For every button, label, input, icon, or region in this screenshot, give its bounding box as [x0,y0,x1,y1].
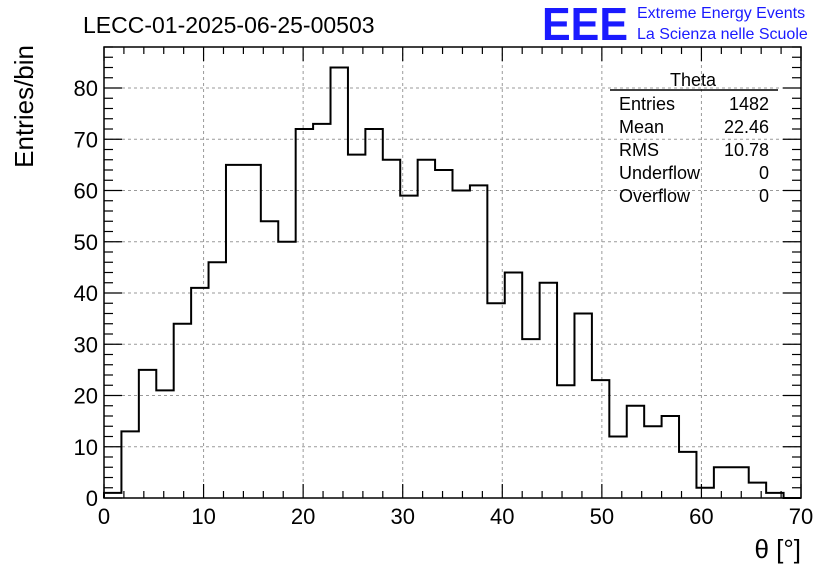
logo-line-2: La Scienza nelle Scuole [637,26,808,43]
y-tick-label: 50 [74,230,98,255]
x-tick-label: 20 [291,504,315,529]
stats-name: Theta [670,70,717,90]
stats-label: Entries [619,94,675,114]
y-tick-label: 30 [74,332,98,357]
stats-value: 10.78 [724,140,769,160]
x-tick-label: 50 [590,504,614,529]
logo-mark: EEE [542,0,628,50]
x-tick-label: 60 [689,504,713,529]
y-tick-labels: 0 10 20 30 40 50 60 70 80 [74,76,98,511]
y-tick-label: 10 [74,435,98,460]
stats-label: RMS [619,140,659,160]
x-tick-label: 30 [390,504,414,529]
stats-value: 0 [759,163,769,183]
x-tick-labels: 0 10 20 30 40 50 60 70 [98,504,813,529]
stats-value: 0 [759,186,769,206]
stats-box: Theta Entries 1482 Mean 22.46 RMS 10.78 … [610,70,778,206]
x-tick-label: 70 [789,504,813,529]
y-tick-label: 0 [86,486,98,511]
y-tick-label: 70 [74,127,98,152]
chart-title: LECC-01-2025-06-25-00503 [83,12,375,38]
stats-label: Overflow [619,186,691,206]
stats-value: 1482 [729,94,769,114]
stats-label: Mean [619,117,664,137]
x-tick-label: 10 [191,504,215,529]
plot-frame [103,46,802,499]
grid-lines [104,47,801,498]
y-tick-label: 80 [74,76,98,101]
x-axis-title: θ [°] [754,534,801,564]
x-tick-label: 0 [98,504,110,529]
logo-line-1: Extreme Energy Events [637,5,805,22]
y-axis-title: Entries/bin [9,45,39,168]
histogram-step-line [103,66,801,499]
axis-ticks [103,46,802,499]
y-tick-label: 20 [74,384,98,409]
stats-value: 22.46 [724,117,769,137]
x-tick-label: 40 [490,504,514,529]
y-tick-label: 60 [74,179,98,204]
y-tick-label: 40 [74,281,98,306]
stats-label: Underflow [619,163,701,183]
